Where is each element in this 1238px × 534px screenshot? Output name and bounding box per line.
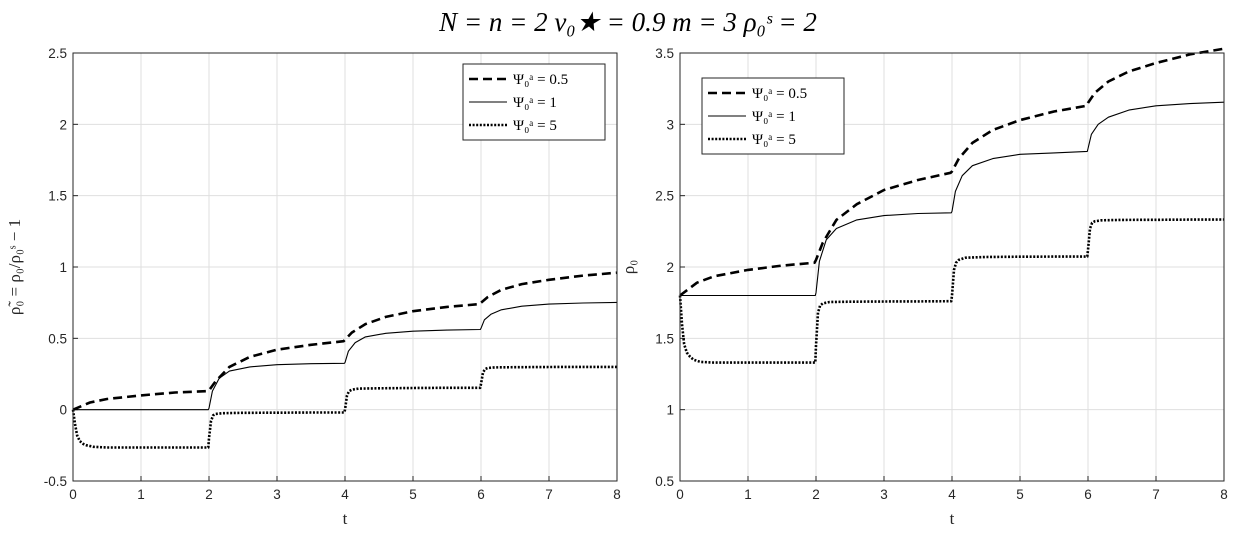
x-axis-label: t	[950, 509, 955, 528]
figure-title: N = n = 2 ν₀★ = 0.9 m = 3 ρ₀ˢ = 2	[438, 7, 817, 37]
x-tick-label: 4	[948, 487, 956, 502]
x-tick-label: 0	[676, 487, 684, 502]
y-tick-label: 3.5	[655, 46, 674, 61]
legend: Ψ₀ᵃ = 0.5 Ψ₀ᵃ = 1 Ψ₀ᵃ = 5	[701, 77, 845, 155]
series-line-solid	[73, 301, 618, 411]
y-tick-label: 2.5	[48, 46, 67, 61]
y-tick-label: 2	[666, 260, 674, 275]
x-tick-label: 6	[1084, 487, 1092, 502]
series-line-dashed	[72, 271, 618, 411]
y-axis-label: ρ̃₀ = ρ₀/ρ₀ˢ − 1	[5, 219, 24, 315]
legend-label: Ψ₀ᵃ = 5	[513, 118, 557, 134]
legend-label: Ψ₀ᵃ = 1	[752, 109, 796, 125]
x-tick-label: 8	[613, 487, 621, 502]
legend-label: Ψ₀ᵃ = 5	[752, 132, 796, 148]
legend: Ψ₀ᵃ = 0.5 Ψ₀ᵃ = 1 Ψ₀ᵃ = 5	[462, 63, 606, 141]
x-axis-label: t	[343, 509, 348, 528]
y-tick-label: 0	[59, 403, 67, 418]
x-tick-label: 2	[812, 487, 820, 502]
legend-label: Ψ₀ᵃ = 0.5	[752, 86, 807, 102]
x-tick-label: 3	[880, 487, 888, 502]
axes-box	[72, 52, 618, 482]
x-tick-label: 5	[1016, 487, 1024, 502]
x-tick-label: 0	[69, 487, 77, 502]
y-tick-label: 0.5	[655, 474, 674, 489]
y-tick-label: 0.5	[48, 331, 67, 346]
series-line-dashed	[679, 47, 1225, 297]
y-axis-label: ρ₀	[619, 260, 638, 274]
y-tick-label: 1.5	[655, 331, 674, 346]
left-chart-panel: 0 1 2 3 4 5 6 7 8-0.500.511.522.5tρ̃₀ = ρ₀/ρ₀ˢ −…	[5, 46, 621, 528]
series-line-dotted	[678, 218, 1225, 364]
y-tick-label: 1	[59, 260, 67, 275]
x-tick-label: 7	[545, 487, 553, 502]
y-tick-label: 2.5	[655, 189, 674, 204]
x-tick-label: 7	[1152, 487, 1160, 502]
x-tick-label: 6	[477, 487, 485, 502]
series-line-dotted	[71, 365, 617, 449]
x-tick-label: 5	[409, 487, 417, 502]
series-line-solid	[680, 101, 1225, 297]
x-tick-label: 8	[1220, 487, 1228, 502]
x-tick-label: 2	[205, 487, 213, 502]
legend-label: Ψ₀ᵃ = 1	[513, 95, 557, 111]
x-tick-label: 1	[137, 487, 145, 502]
y-tick-label: 2	[59, 117, 67, 132]
y-tick-label: -0.5	[44, 474, 67, 489]
y-tick-label: 3	[666, 117, 674, 132]
y-tick-label: 1.5	[48, 189, 67, 204]
y-tick-label: 1	[666, 403, 674, 418]
x-tick-label: 3	[273, 487, 281, 502]
x-tick-label: 4	[341, 487, 349, 502]
legend-label: Ψ₀ᵃ = 0.5	[513, 72, 568, 88]
axes-box	[679, 52, 1225, 482]
x-tick-label: 1	[744, 487, 752, 502]
